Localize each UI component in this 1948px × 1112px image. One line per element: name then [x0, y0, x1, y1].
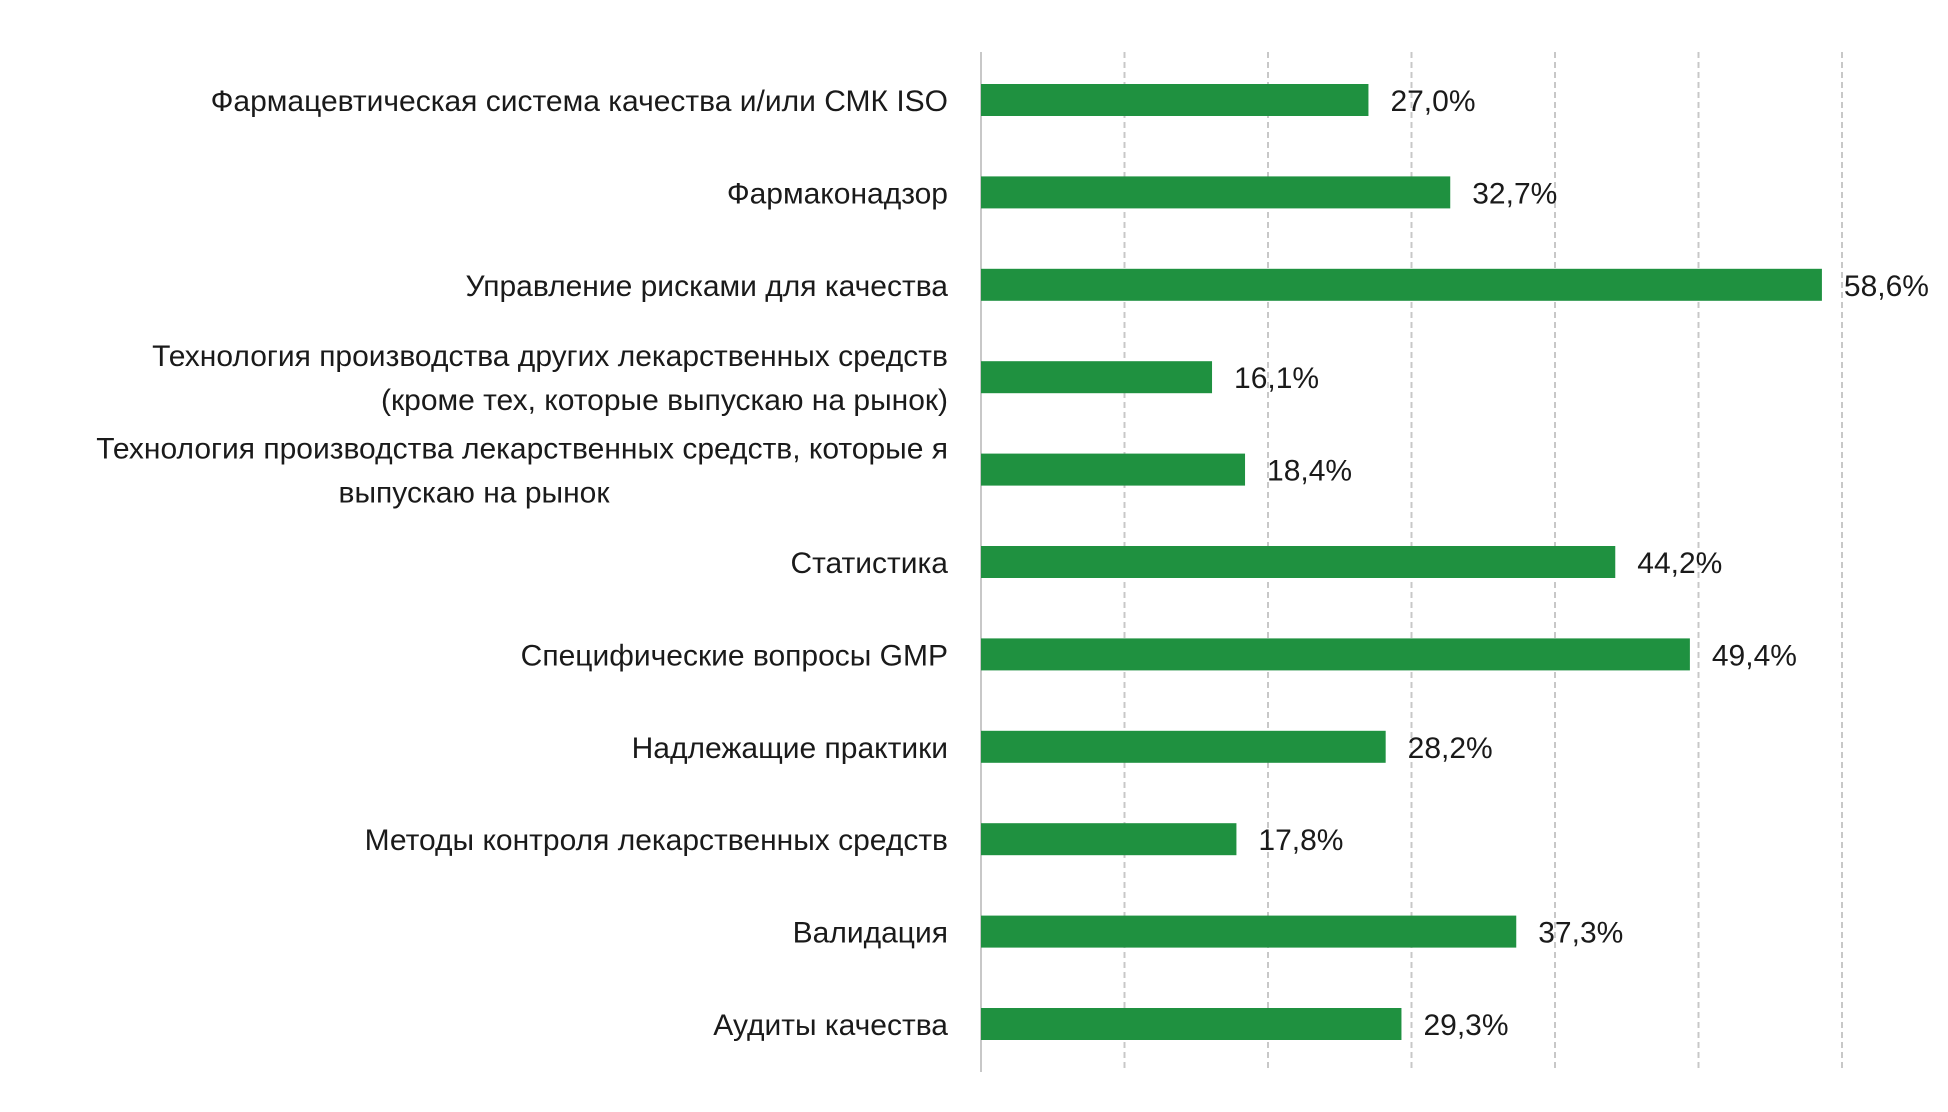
bar — [981, 638, 1690, 671]
category-label: Надлежащие практики — [632, 732, 948, 765]
bar — [981, 268, 1822, 301]
bar — [981, 176, 1451, 209]
category-label: Статистика — [790, 547, 948, 580]
category-label: Технология производства лекарственных ср… — [96, 433, 948, 466]
category-label: Методы контроля лекарственных средств — [365, 824, 948, 857]
category-label: Технология производства других лекарстве… — [152, 340, 948, 373]
data-label: 37,3% — [1538, 917, 1623, 950]
category-label: выпускаю на рынок — [339, 477, 611, 510]
data-label: 17,8% — [1258, 824, 1343, 857]
bar — [981, 84, 1369, 116]
data-labels: 27,0% 32,7% 58,6% 16,1% 18,4% 44,2% 49,4% 28,2%… — [1234, 85, 1929, 1042]
category-label: Фармацевтическая система качества и/или … — [211, 85, 948, 118]
bar — [981, 1008, 1402, 1040]
data-label: 18,4% — [1267, 455, 1352, 488]
bars — [981, 84, 1822, 1040]
category-label: Фармаконадзор — [727, 177, 948, 210]
category-label: Аудиты качества — [713, 1009, 948, 1042]
category-label: Специфические вопросы GMP — [521, 639, 948, 672]
category-labels: Фармацевтическая система качества и/или … — [96, 85, 948, 1042]
data-label: 49,4% — [1712, 639, 1797, 672]
bar — [981, 546, 1616, 578]
category-label: Валидация — [793, 917, 948, 950]
bar — [981, 730, 1386, 763]
bar — [981, 453, 1246, 486]
data-label: 29,3% — [1423, 1009, 1508, 1042]
data-label: 28,2% — [1408, 732, 1493, 765]
data-label: 44,2% — [1637, 547, 1722, 580]
data-label: 16,1% — [1234, 362, 1319, 395]
data-label: 58,6% — [1844, 270, 1929, 303]
bar — [981, 823, 1237, 856]
bar — [981, 361, 1213, 394]
data-label: 27,0% — [1390, 85, 1475, 118]
category-label: (кроме тех, которые выпускаю на рынок) — [381, 384, 948, 417]
category-label: Управление рисками для качества — [466, 270, 949, 303]
bar — [981, 915, 1517, 948]
data-label: 32,7% — [1472, 177, 1557, 210]
